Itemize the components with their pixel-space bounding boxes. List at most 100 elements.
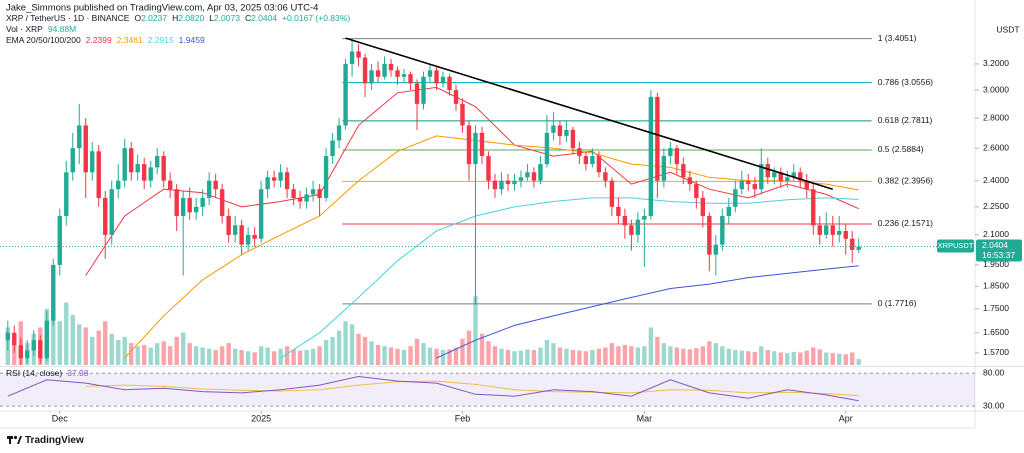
candle-body bbox=[635, 219, 641, 235]
volume-bar bbox=[336, 330, 342, 365]
volume-bar bbox=[109, 333, 114, 365]
volume-bar bbox=[388, 347, 394, 365]
candle-body bbox=[746, 180, 751, 185]
candle-body bbox=[38, 340, 43, 359]
candle-body bbox=[609, 180, 615, 207]
candle-body bbox=[265, 177, 270, 190]
y-tick-label: 3.2000 bbox=[983, 58, 1009, 68]
volume-bar bbox=[232, 348, 238, 365]
rsi-ma-line bbox=[85, 380, 859, 397]
y-tick-label: 1.5700 bbox=[983, 347, 1009, 357]
change: +0.0167 (+0.83%) bbox=[282, 13, 350, 23]
volume-bar bbox=[401, 350, 407, 365]
volume-bar bbox=[791, 351, 796, 365]
volume-bar bbox=[161, 341, 166, 365]
volume-bar bbox=[707, 341, 712, 365]
candle-body bbox=[707, 215, 712, 255]
fib-label: 0 (1.7716) bbox=[878, 298, 917, 308]
candle-body bbox=[460, 103, 465, 126]
y-tick-label: 2.2500 bbox=[983, 201, 1009, 211]
volume-bar bbox=[759, 346, 764, 365]
volume-bar bbox=[804, 350, 809, 365]
volume-bar bbox=[187, 343, 192, 365]
candle-body bbox=[453, 90, 459, 104]
volume-bar bbox=[798, 352, 803, 365]
volume-bar bbox=[96, 330, 101, 365]
candle-body bbox=[57, 215, 62, 265]
candle-body bbox=[382, 63, 387, 77]
candle-body bbox=[200, 197, 205, 207]
volume-bar bbox=[557, 347, 563, 365]
ohlc-value: 2.0404 bbox=[251, 13, 277, 23]
candle-body bbox=[804, 180, 809, 190]
candle-body bbox=[525, 172, 530, 178]
candle-body bbox=[726, 206, 732, 216]
candle-body bbox=[167, 180, 173, 190]
volume-bar bbox=[395, 348, 400, 365]
trendline bbox=[345, 37, 833, 190]
x-tick-label: Apr bbox=[839, 413, 853, 423]
volume-bar bbox=[603, 347, 608, 365]
ema-line bbox=[436, 265, 859, 359]
candle-body bbox=[603, 172, 608, 181]
volume-bar bbox=[817, 349, 822, 365]
candle-body bbox=[765, 164, 770, 178]
fib-label: 0.786 (3.0556) bbox=[878, 77, 933, 87]
candle-body bbox=[90, 151, 95, 173]
volume-bar bbox=[525, 349, 530, 365]
volume-bar bbox=[219, 346, 225, 365]
candle-body bbox=[25, 350, 30, 359]
volume-bar bbox=[850, 352, 855, 365]
y-tick-label: 2.1000 bbox=[983, 229, 1009, 239]
volume-bar bbox=[83, 327, 88, 365]
volume-bar bbox=[434, 348, 439, 365]
candle-body bbox=[310, 189, 316, 195]
candle-body bbox=[817, 225, 822, 235]
rsi-line bbox=[7, 375, 859, 402]
candle-body bbox=[64, 172, 69, 216]
ohlc-value: 2.0237 bbox=[141, 13, 167, 23]
volume-bar bbox=[713, 343, 719, 365]
candle-body bbox=[135, 164, 140, 173]
volume-bar bbox=[252, 352, 257, 365]
candle-body bbox=[330, 140, 335, 157]
candle-body bbox=[752, 184, 757, 190]
volume-bar bbox=[778, 352, 783, 365]
volume-bar bbox=[200, 347, 205, 365]
volume-bar bbox=[486, 341, 491, 365]
candle-body bbox=[395, 70, 400, 77]
volume-bar bbox=[142, 345, 147, 365]
main-pane bbox=[0, 37, 975, 365]
volume-bar bbox=[668, 346, 673, 365]
volume-bar bbox=[492, 346, 498, 365]
candle-body bbox=[103, 197, 108, 235]
candle-body bbox=[655, 96, 660, 181]
candle-body bbox=[661, 156, 667, 181]
volume-bar bbox=[785, 353, 790, 365]
volume-bar bbox=[726, 348, 732, 365]
candle-body bbox=[427, 70, 433, 77]
volume-bar bbox=[570, 350, 576, 365]
candle-body bbox=[174, 189, 179, 216]
volume-bar bbox=[700, 346, 706, 365]
volume-bar bbox=[590, 350, 595, 365]
candle-body bbox=[44, 320, 49, 359]
candle-body bbox=[252, 234, 257, 239]
candle-body bbox=[778, 172, 783, 181]
ema-value: 2.3461 bbox=[117, 35, 143, 45]
rsi-band bbox=[0, 373, 975, 407]
candle-body bbox=[434, 70, 439, 84]
volume-bar bbox=[77, 324, 82, 365]
volume-bar bbox=[661, 343, 667, 365]
candle-body bbox=[421, 76, 426, 104]
candle-body bbox=[291, 189, 296, 198]
fib-label: 0.236 (2.1571) bbox=[878, 218, 933, 228]
candle-body bbox=[830, 225, 835, 235]
rsi-key: RSI (14, close) bbox=[6, 368, 62, 378]
volume-bar bbox=[746, 351, 751, 365]
ohlc-key: L bbox=[209, 13, 214, 23]
candle-body bbox=[401, 74, 407, 77]
ema-value: 1.9459 bbox=[179, 35, 205, 45]
candle-body bbox=[648, 96, 654, 216]
rsi-level-label: 80.00 bbox=[983, 368, 1005, 378]
